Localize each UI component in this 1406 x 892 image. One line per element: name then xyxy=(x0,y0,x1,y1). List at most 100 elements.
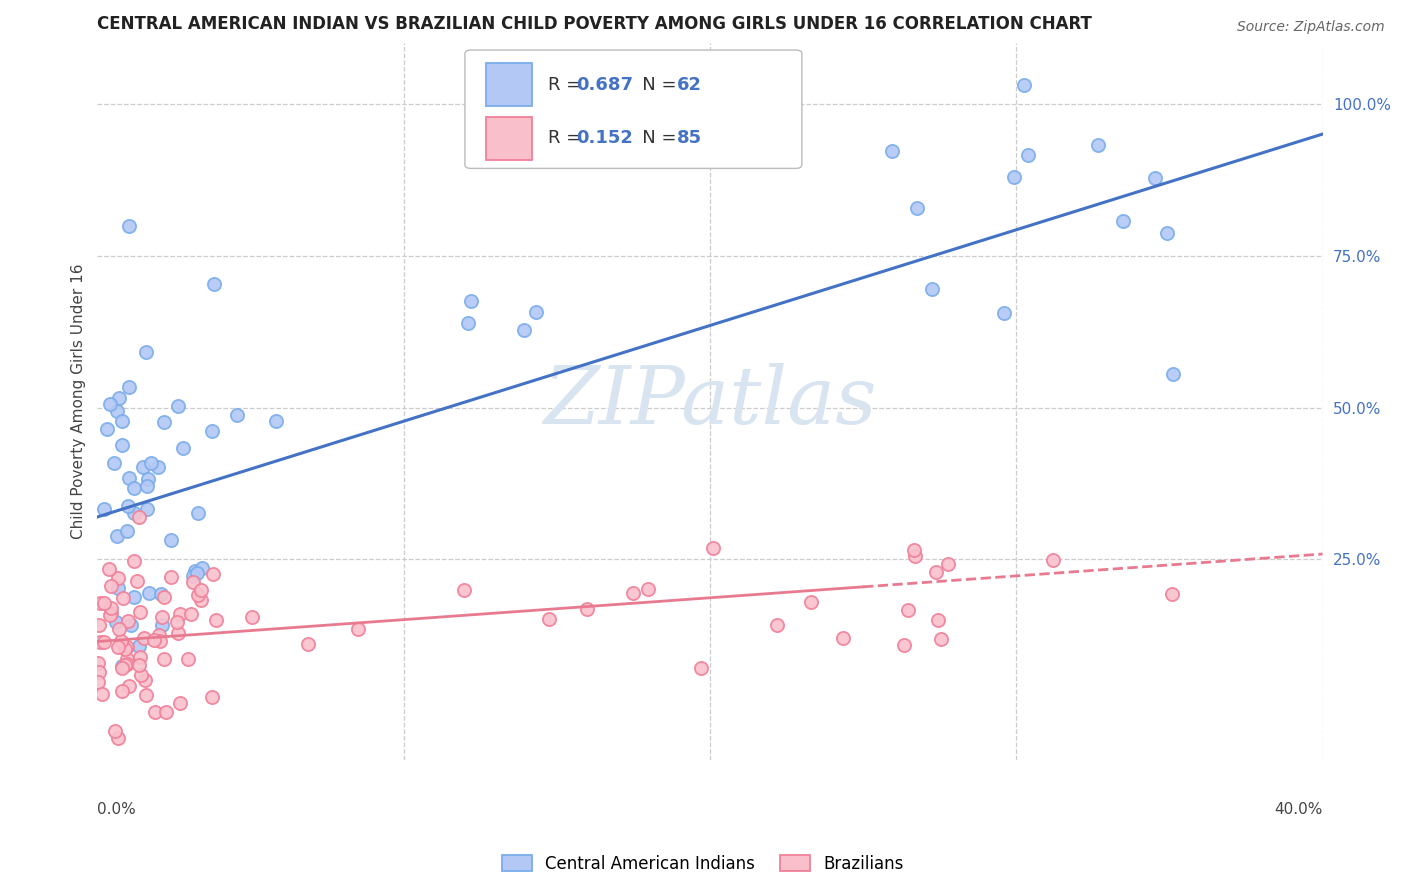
Point xyxy=(136,472,159,486)
FancyBboxPatch shape xyxy=(485,117,533,160)
Point xyxy=(903,543,925,558)
FancyBboxPatch shape xyxy=(465,50,801,169)
Point xyxy=(142,633,165,648)
Point xyxy=(89,596,111,610)
Point xyxy=(127,574,149,589)
Point xyxy=(190,583,212,598)
Point xyxy=(1017,148,1039,162)
Text: ZIPatlas: ZIPatlas xyxy=(543,363,877,441)
Point xyxy=(129,668,152,682)
Point xyxy=(457,316,479,330)
Point xyxy=(513,323,536,337)
Point xyxy=(882,145,904,159)
Point xyxy=(93,634,115,648)
Point xyxy=(153,590,176,604)
Point xyxy=(138,585,160,599)
Point xyxy=(1087,138,1109,153)
Point xyxy=(132,460,155,475)
Point xyxy=(96,422,118,436)
Point xyxy=(115,652,138,666)
Point xyxy=(637,582,659,597)
Point xyxy=(139,456,162,470)
Point xyxy=(186,566,208,581)
Point xyxy=(1156,226,1178,240)
Point xyxy=(166,400,188,414)
Point xyxy=(98,562,121,576)
Point xyxy=(87,618,110,632)
Point xyxy=(153,651,176,665)
FancyBboxPatch shape xyxy=(485,63,533,106)
Text: 85: 85 xyxy=(676,129,702,147)
Point xyxy=(114,658,136,673)
Point xyxy=(149,633,172,648)
Point xyxy=(832,631,855,645)
Point xyxy=(120,617,142,632)
Point xyxy=(135,344,157,359)
Point xyxy=(91,687,114,701)
Point xyxy=(104,723,127,738)
Point xyxy=(108,622,131,636)
Point xyxy=(1161,587,1184,601)
Point xyxy=(87,665,110,680)
Point xyxy=(925,565,948,579)
Point xyxy=(87,656,110,670)
Text: 62: 62 xyxy=(676,76,702,94)
Point xyxy=(201,425,224,439)
Point xyxy=(226,409,249,423)
Point xyxy=(150,610,173,624)
Point xyxy=(118,219,141,233)
Point xyxy=(155,705,177,719)
Text: R =: R = xyxy=(548,76,588,94)
Point xyxy=(124,507,146,521)
Point xyxy=(575,602,598,616)
Point xyxy=(1112,214,1135,228)
Point xyxy=(115,524,138,538)
Point xyxy=(118,471,141,485)
Point xyxy=(148,627,170,641)
Point xyxy=(105,529,128,543)
Point xyxy=(100,607,122,621)
Point xyxy=(181,574,204,589)
Point xyxy=(167,626,190,640)
Point xyxy=(453,582,475,597)
Point xyxy=(184,564,207,578)
Point xyxy=(104,615,127,629)
Point xyxy=(297,637,319,651)
Point xyxy=(87,674,110,689)
Point xyxy=(187,506,209,520)
Point xyxy=(115,657,138,672)
Point xyxy=(93,596,115,610)
Point xyxy=(128,639,150,653)
Point xyxy=(134,673,156,688)
Point xyxy=(160,570,183,584)
Point xyxy=(107,731,129,746)
Point xyxy=(242,610,264,624)
Legend: Central American Indians, Brazilians: Central American Indians, Brazilians xyxy=(495,848,911,880)
Point xyxy=(107,392,129,406)
Point xyxy=(766,618,789,632)
Point xyxy=(111,591,134,606)
Point xyxy=(187,588,209,602)
Text: 40.0%: 40.0% xyxy=(1274,802,1323,817)
Point xyxy=(205,613,228,627)
Text: N =: N = xyxy=(626,76,683,94)
Point xyxy=(103,456,125,470)
Point xyxy=(89,635,111,649)
Point xyxy=(129,605,152,619)
Point xyxy=(128,649,150,664)
Point xyxy=(107,582,129,596)
Point xyxy=(169,607,191,622)
Point xyxy=(690,661,713,675)
Point xyxy=(172,441,194,455)
Point xyxy=(117,499,139,513)
Point xyxy=(98,397,121,411)
Text: 0.152: 0.152 xyxy=(576,129,633,147)
Point xyxy=(149,587,172,601)
Point xyxy=(122,590,145,604)
Point xyxy=(111,437,134,451)
Point xyxy=(118,679,141,693)
Point xyxy=(93,501,115,516)
Point xyxy=(621,586,644,600)
Point xyxy=(107,640,129,655)
Point xyxy=(128,509,150,524)
